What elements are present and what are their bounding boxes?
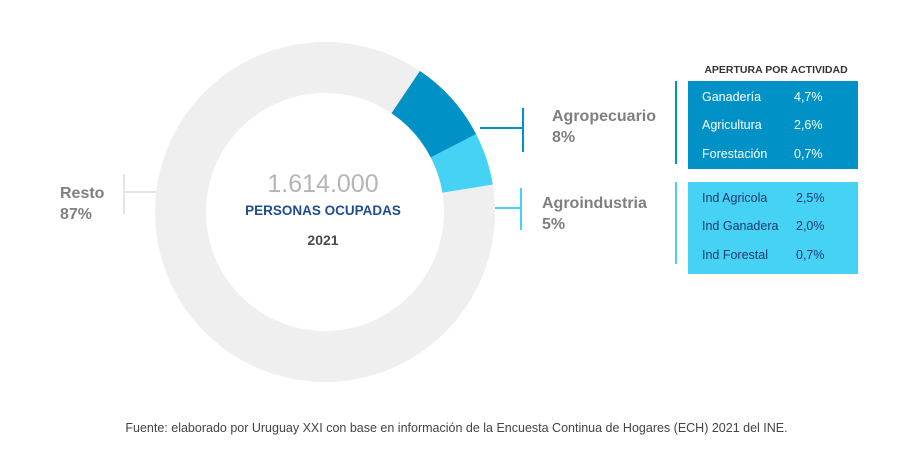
segment-label-agropecuario: Agropecuario 8% xyxy=(552,106,656,148)
breakdown-title: APERTURA POR ACTIVIDAD xyxy=(704,64,848,76)
breakdown-name: Ganadería xyxy=(702,90,762,104)
segment-name-agropecuario: Agropecuario xyxy=(552,108,657,125)
donut-segment-resto xyxy=(154,41,495,382)
year-label: 2021 xyxy=(307,232,339,248)
segment-value-agroindustria: 5% xyxy=(542,216,566,233)
breakdown-box-agroindustria: Ind Agricola 2,5% Ind Ganadera 2,0% Ind … xyxy=(688,182,858,274)
donut-segment-agropecuario xyxy=(391,70,477,158)
breakdown-row: Forestación 0,7% xyxy=(702,147,846,167)
breakdown-row: Ind Agricola 2,5% xyxy=(702,191,846,211)
segment-value-agropecuario: 8% xyxy=(552,129,576,146)
breakdown-name: Agricultura xyxy=(702,118,762,132)
breakdown-row: Agricultura 2,6% xyxy=(702,118,846,138)
breakdown-name: Forestación xyxy=(702,147,768,161)
breakdown-name: Ind Ganadera xyxy=(702,219,779,233)
segment-value-resto: 87% xyxy=(60,206,93,223)
segment-label-agroindustria: Agroindustria 5% xyxy=(542,193,647,235)
total-label: PERSONAS OCUPADAS xyxy=(245,203,401,218)
total-value: 1.614.000 xyxy=(267,170,379,198)
segment-label-resto: Resto 87% xyxy=(60,183,104,225)
segment-name-resto: Resto xyxy=(60,185,105,202)
breakdown-row: Ind Ganadera 2,0% xyxy=(702,219,846,239)
breakdown-value: 2,5% xyxy=(796,191,825,205)
breakdown-value: 0,7% xyxy=(794,147,823,161)
breakdown-name: Ind Forestal xyxy=(702,248,769,262)
source-note: Fuente: elaborado por Uruguay XXI con ba… xyxy=(125,421,788,435)
breakdown-value: 0,7% xyxy=(796,248,825,262)
breakdown-box-agropecuario: Ganadería 4,7% Agricultura 2,6% Forestac… xyxy=(688,81,858,169)
donut-segment-agroindustria xyxy=(430,134,493,193)
segment-name-agroindustria: Agroindustria xyxy=(542,195,647,212)
breakdown-value: 2,0% xyxy=(796,219,825,233)
breakdown-value: 4,7% xyxy=(794,90,823,104)
breakdown-row: Ganadería 4,7% xyxy=(702,90,846,110)
breakdown-name: Ind Agricola xyxy=(702,191,768,205)
breakdown-row: Ind Forestal 0,7% xyxy=(702,248,846,268)
breakdown-value: 2,6% xyxy=(794,118,823,132)
